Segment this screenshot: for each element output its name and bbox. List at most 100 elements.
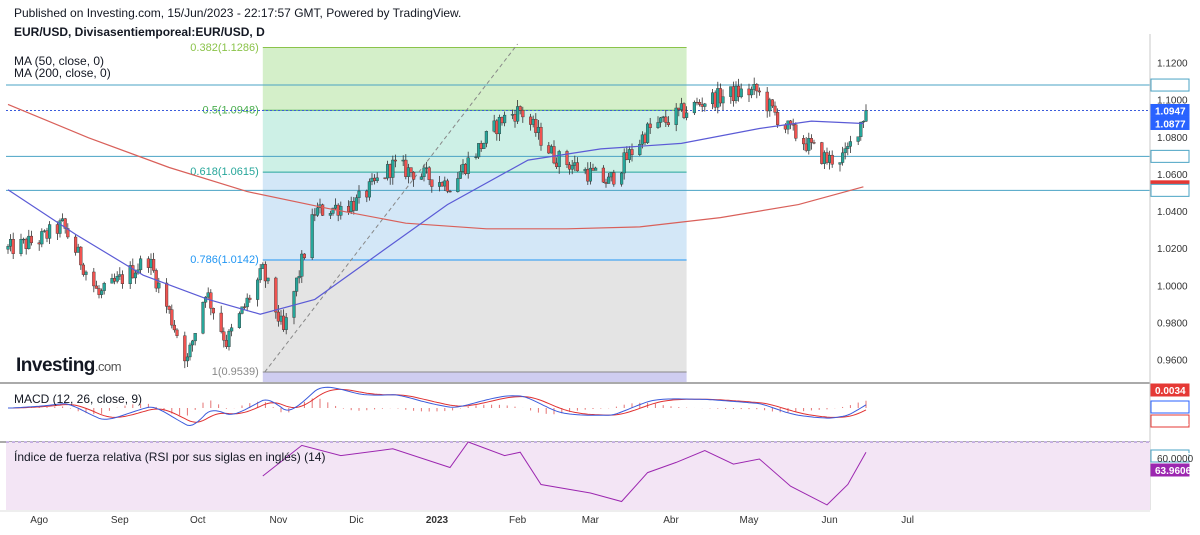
candle-body [477, 143, 481, 158]
candle-body [248, 297, 252, 300]
y-tick-label: 1.1200 [1157, 59, 1188, 70]
candle-body [594, 167, 598, 171]
candle-body [438, 182, 442, 187]
candle-body [222, 331, 226, 341]
candle-body [492, 120, 496, 132]
candle-body [812, 142, 816, 144]
candle-body [627, 149, 631, 160]
price-badge-label: 1.0877 [1155, 119, 1186, 130]
candle-body [84, 271, 88, 275]
candle-body [828, 154, 832, 163]
logo-suffix: .com [94, 359, 122, 374]
macd-legend[interactable]: MACD (12, 26, close, 9) [14, 392, 143, 406]
candle-body [99, 290, 104, 295]
candle-body [211, 308, 215, 314]
candle-body [518, 106, 522, 111]
candle-body [242, 306, 247, 308]
candle-body [229, 327, 234, 332]
candle-body [640, 134, 644, 145]
candle-body [224, 340, 228, 347]
candle-body [133, 272, 137, 279]
candle-body [295, 277, 299, 292]
ma50-legend[interactable]: MA (50, close, 0) [14, 54, 105, 68]
candle-body [604, 181, 608, 184]
candle-body [79, 246, 83, 266]
candle-body [445, 180, 449, 192]
x-tick-label: May [740, 515, 759, 526]
ma50-line [7, 120, 864, 315]
candle-body [81, 264, 85, 275]
price-badge-label: 1.0700 [1155, 152, 1186, 163]
candle-body [302, 253, 306, 259]
candle-body [149, 259, 153, 268]
candle-body [830, 154, 834, 165]
candle-body [151, 259, 156, 271]
candle-body [664, 116, 668, 123]
candle-body [188, 344, 192, 358]
candle-body [190, 340, 195, 346]
price-badge [1150, 183, 1190, 197]
y-tick-label: 0.9800 [1157, 319, 1188, 330]
candle-body [331, 207, 335, 214]
price-badge [1150, 383, 1190, 397]
candle-body [370, 177, 374, 182]
candle-body [8, 239, 13, 247]
candle-body [404, 159, 408, 177]
candle-body [321, 204, 325, 216]
candle-body [55, 224, 59, 234]
candle-body [677, 107, 681, 110]
candle-body [164, 282, 169, 307]
candle-body [698, 102, 702, 105]
candle-body [300, 253, 304, 277]
candle-body [284, 317, 288, 330]
candle-body [458, 171, 462, 179]
candle-body [820, 142, 824, 164]
candle-body [115, 276, 119, 282]
candle-body [227, 330, 231, 347]
candle-body [219, 312, 223, 332]
logo-main: Investing [16, 355, 95, 376]
candle-body [276, 311, 280, 322]
candle-body [245, 297, 249, 308]
candle-body [622, 152, 626, 174]
candle-body [841, 152, 845, 163]
rsi-legend[interactable]: Índice de fuerza relativa (RSI por sus s… [14, 450, 326, 464]
candle-body [521, 110, 525, 118]
fib-level-label: 0.618(1.0615) [190, 166, 259, 178]
candle-body [386, 164, 390, 179]
candle-body [750, 89, 754, 96]
candle-body [534, 118, 538, 133]
candle-body [263, 264, 267, 282]
candle-body [659, 117, 663, 123]
candle-body [643, 134, 647, 143]
fib-zone [262, 110, 687, 173]
price-badge [1150, 149, 1190, 163]
candle-body [92, 271, 96, 287]
candle-body [183, 335, 187, 362]
x-tick-label: Nov [270, 515, 288, 526]
candle-body [282, 315, 286, 330]
y-tick-label: 1.0400 [1157, 207, 1188, 218]
candle-body [555, 162, 559, 167]
candle-body [547, 145, 551, 154]
fib-level-label: 0.382(1.1286) [190, 42, 259, 54]
candle-body [731, 86, 735, 102]
x-tick-label: Jul [901, 515, 914, 526]
candle-body [464, 163, 468, 174]
candle-body [240, 306, 244, 314]
fib-trend-line [264, 43, 518, 373]
candle-body [625, 152, 629, 160]
x-tick-label: Sep [111, 515, 129, 526]
candle-body [568, 164, 572, 170]
candle-body [315, 207, 319, 216]
ma200-legend[interactable]: MA (200, close, 0) [14, 66, 111, 80]
candle-body [466, 157, 470, 174]
candle-body [549, 146, 553, 154]
candle-body [94, 285, 98, 289]
candle-body [713, 92, 717, 108]
candle-body [474, 156, 478, 159]
price-badge-label: 66.1956 [1155, 452, 1192, 463]
candle-body [401, 159, 405, 162]
candle-body [27, 235, 31, 249]
